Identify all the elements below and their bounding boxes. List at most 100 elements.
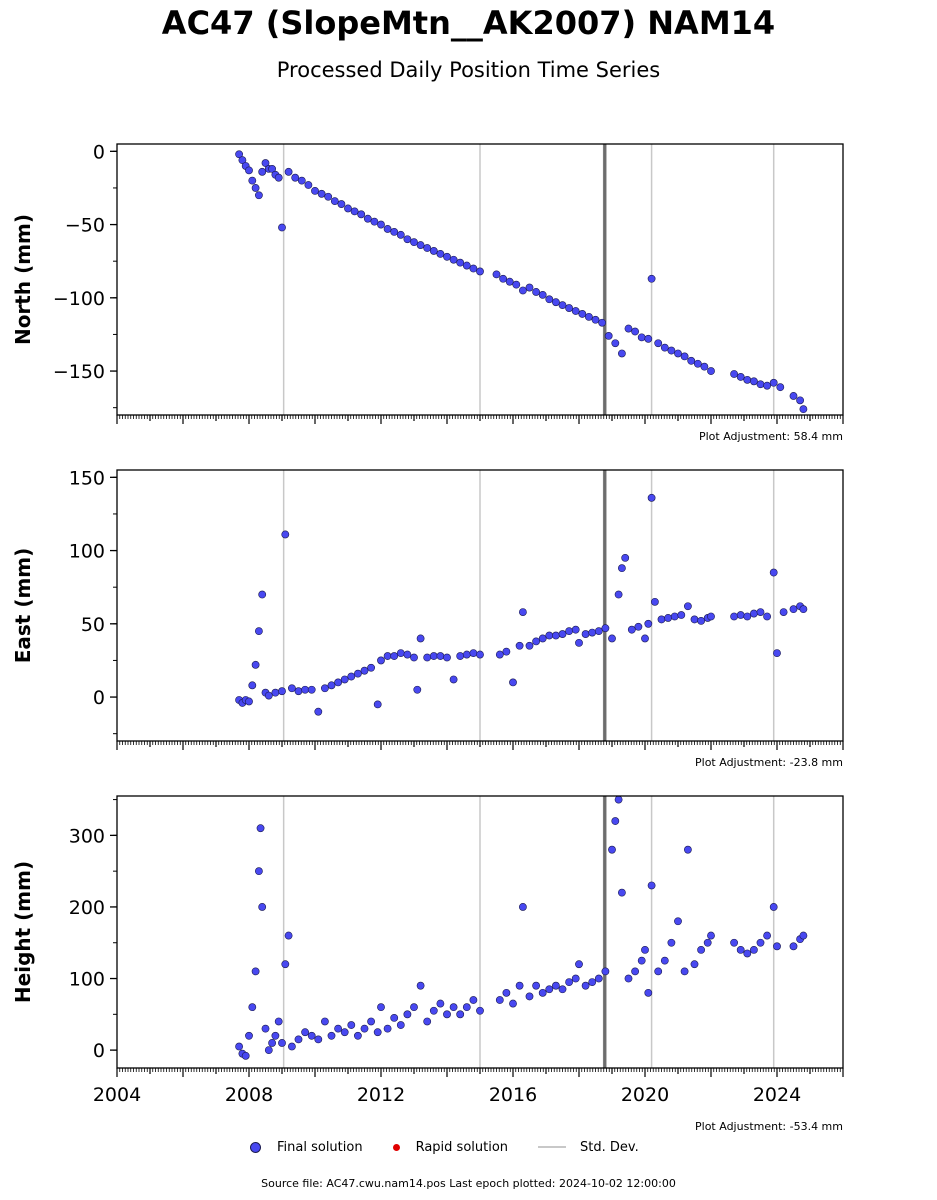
data-point [258, 167, 267, 176]
data-point [248, 1003, 257, 1012]
data-point [621, 553, 630, 562]
data-point [251, 967, 260, 976]
y-tick-label: −50 [65, 215, 105, 237]
legend-label-rapid: Rapid solution [415, 1139, 509, 1155]
data-point [476, 650, 484, 659]
data-point [601, 967, 610, 976]
data-point [443, 1010, 451, 1019]
data-point [330, 197, 339, 206]
data-point [502, 647, 511, 656]
data-point [519, 608, 527, 616]
data-point [436, 249, 445, 258]
data-point [756, 938, 765, 947]
y-tick-label: −100 [53, 288, 105, 310]
data-point [245, 697, 253, 706]
legend: Final solution Rapid solution Std. Dev. [250, 1137, 669, 1157]
data-point [307, 1031, 316, 1040]
data-point [347, 672, 356, 681]
data-point [416, 634, 425, 643]
data-point [327, 1031, 336, 1040]
data-point [624, 324, 633, 333]
x-tick-label: 2024 [753, 1084, 801, 1106]
data-point [799, 405, 808, 414]
data-point [614, 795, 623, 804]
data-point [637, 333, 646, 342]
data-point [773, 942, 781, 951]
data-point [337, 200, 346, 208]
data-point [314, 707, 323, 716]
data-point [736, 945, 745, 954]
final-solution-marker-icon [250, 1141, 261, 1153]
data-point [264, 1046, 273, 1055]
data-point [631, 967, 639, 976]
data-point [743, 612, 752, 621]
data-point [429, 247, 438, 255]
data-point [641, 945, 649, 954]
chart-title: AC47 (SlopeMtn__AK2007) NAM14 [161, 4, 776, 42]
data-point [383, 1024, 392, 1033]
data-point [261, 159, 270, 167]
data-point [608, 634, 616, 643]
data-point [647, 274, 656, 283]
data-point [241, 1051, 250, 1060]
data-point [538, 290, 547, 299]
data-point [575, 638, 583, 647]
y-tick-label: 200 [69, 897, 105, 919]
data-point [254, 191, 263, 200]
data-point [687, 356, 696, 365]
data-point [287, 684, 296, 693]
data-point [278, 687, 286, 696]
data-point [462, 261, 471, 270]
data-point [763, 381, 771, 390]
data-point [796, 396, 804, 405]
data-point [238, 156, 247, 165]
legend-item-std: Std. Dev. [538, 1140, 639, 1155]
plot-adjustment-label: Plot Adjustment: 58.4 mm [699, 430, 843, 443]
data-point [660, 343, 669, 352]
data-point [736, 611, 745, 619]
data-point [258, 590, 267, 599]
data-point [245, 1031, 253, 1040]
data-point [377, 1003, 385, 1012]
data-point [684, 845, 692, 854]
data-point [750, 609, 758, 618]
data-point [509, 678, 517, 687]
data-point [743, 949, 752, 958]
data-point [697, 616, 705, 625]
data-point [363, 214, 372, 223]
plot-adjustment-label: Plot Adjustment: -53.4 mm [695, 1120, 843, 1133]
data-point [268, 165, 276, 173]
data-point [634, 622, 643, 631]
data-point [565, 627, 573, 636]
data-point [654, 339, 663, 348]
data-point [245, 166, 253, 175]
data-point [763, 612, 771, 621]
legend-item-final: Final solution [250, 1140, 363, 1155]
data-point [624, 974, 633, 983]
data-point [743, 375, 752, 384]
data-point [311, 186, 319, 195]
data-point [248, 176, 257, 185]
data-point [647, 493, 656, 502]
data-point [320, 684, 329, 693]
x-tick-label: 2016 [489, 1084, 537, 1106]
data-point [456, 258, 465, 267]
data-point [789, 605, 798, 614]
data-point [773, 649, 781, 658]
data-point [670, 612, 679, 621]
data-point [565, 304, 573, 312]
data-point [495, 996, 504, 1004]
data-point [248, 681, 257, 690]
data-point [707, 931, 715, 940]
legend-item-rapid: Rapid solution [392, 1139, 509, 1155]
data-point [377, 220, 385, 229]
data-point [690, 960, 699, 969]
data-point [320, 1017, 329, 1026]
data-point [558, 301, 567, 310]
data-point [594, 974, 603, 983]
data-point [538, 634, 547, 643]
data-point [456, 1010, 465, 1019]
data-point [571, 625, 580, 634]
data-point [614, 590, 623, 599]
data-point [565, 978, 573, 987]
